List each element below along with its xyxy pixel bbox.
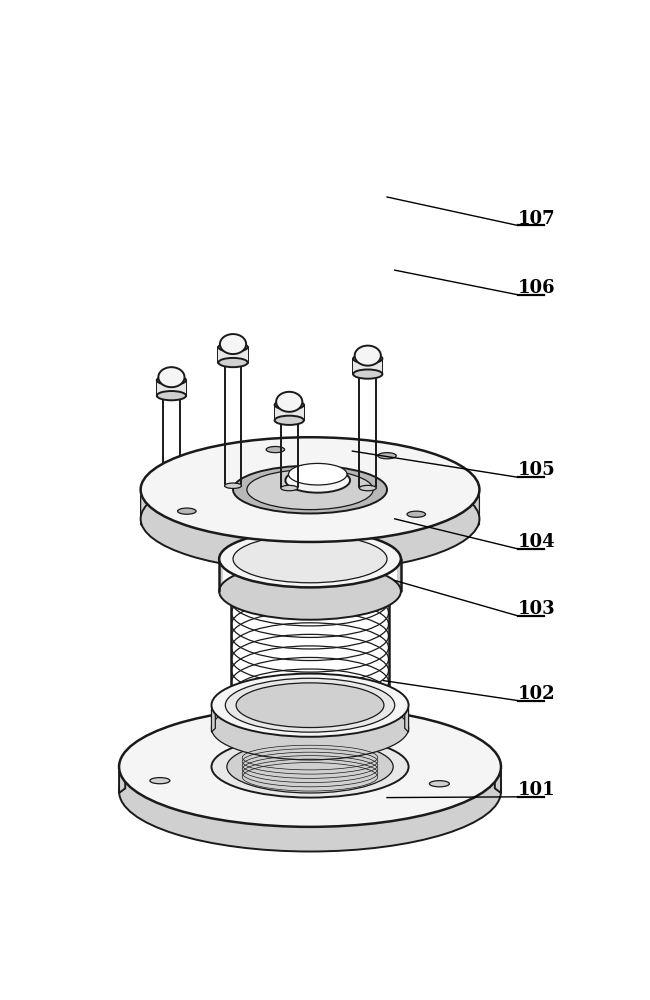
Polygon shape xyxy=(211,705,215,732)
Ellipse shape xyxy=(378,453,396,459)
Text: 107: 107 xyxy=(518,210,556,228)
Ellipse shape xyxy=(224,360,242,365)
Ellipse shape xyxy=(219,563,401,620)
Ellipse shape xyxy=(281,418,298,423)
Ellipse shape xyxy=(276,392,302,412)
Ellipse shape xyxy=(285,468,350,493)
Ellipse shape xyxy=(163,393,180,398)
Ellipse shape xyxy=(307,718,328,724)
Ellipse shape xyxy=(353,369,382,379)
Ellipse shape xyxy=(140,437,480,542)
Ellipse shape xyxy=(266,446,285,453)
Ellipse shape xyxy=(359,371,376,377)
Text: 105: 105 xyxy=(518,461,556,479)
Ellipse shape xyxy=(211,736,409,798)
Polygon shape xyxy=(140,490,152,525)
Text: 101: 101 xyxy=(518,781,556,799)
Ellipse shape xyxy=(227,741,393,793)
Ellipse shape xyxy=(355,346,381,366)
Text: 102: 102 xyxy=(518,685,556,703)
Ellipse shape xyxy=(274,416,304,425)
Polygon shape xyxy=(219,559,223,591)
Ellipse shape xyxy=(247,470,373,510)
Ellipse shape xyxy=(211,697,409,760)
Ellipse shape xyxy=(159,367,185,387)
Ellipse shape xyxy=(281,485,298,491)
Ellipse shape xyxy=(407,511,426,517)
Ellipse shape xyxy=(233,535,387,583)
Ellipse shape xyxy=(163,493,180,498)
Polygon shape xyxy=(387,590,389,705)
Ellipse shape xyxy=(218,358,248,367)
Polygon shape xyxy=(119,767,125,793)
Ellipse shape xyxy=(119,731,501,852)
Text: 106: 106 xyxy=(518,279,556,297)
Ellipse shape xyxy=(150,778,170,784)
Polygon shape xyxy=(218,347,248,363)
Ellipse shape xyxy=(233,466,387,513)
Ellipse shape xyxy=(218,343,248,352)
Ellipse shape xyxy=(224,483,242,488)
Polygon shape xyxy=(274,405,304,420)
Ellipse shape xyxy=(219,530,401,587)
Ellipse shape xyxy=(359,485,376,491)
Ellipse shape xyxy=(211,674,409,737)
Polygon shape xyxy=(353,359,382,374)
Ellipse shape xyxy=(157,376,186,385)
Ellipse shape xyxy=(220,334,246,354)
Polygon shape xyxy=(397,559,401,591)
Polygon shape xyxy=(405,705,409,732)
Polygon shape xyxy=(231,590,233,705)
Ellipse shape xyxy=(157,391,186,400)
Polygon shape xyxy=(468,490,480,525)
Ellipse shape xyxy=(274,400,304,410)
Ellipse shape xyxy=(236,683,384,728)
Text: 103: 103 xyxy=(518,600,556,618)
Ellipse shape xyxy=(177,508,196,514)
Ellipse shape xyxy=(119,707,501,827)
Polygon shape xyxy=(495,767,501,793)
Ellipse shape xyxy=(298,467,330,478)
Ellipse shape xyxy=(289,463,347,485)
Text: 104: 104 xyxy=(518,533,556,551)
Ellipse shape xyxy=(430,781,449,787)
Ellipse shape xyxy=(140,466,480,571)
Ellipse shape xyxy=(353,354,382,363)
Ellipse shape xyxy=(226,678,395,732)
Polygon shape xyxy=(157,380,186,396)
